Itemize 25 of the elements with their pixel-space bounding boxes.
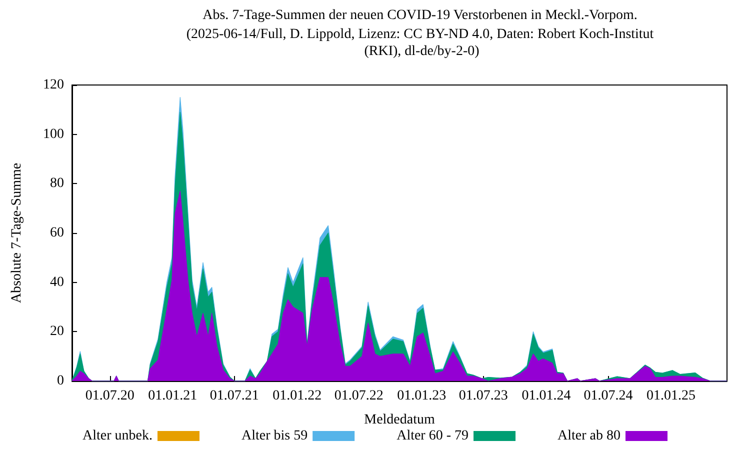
y-tick-label: 100 <box>43 126 64 142</box>
legend-label: Alter ab 80 <box>558 428 620 444</box>
chart-subtitle: (2025-06-14/Full, D. Lippold, Lizenz: CC BY-ND 4.0, Daten: Robert Koch-Institut (RKI), dl-de/by-2-0) <box>186 27 654 59</box>
x-tick-label: 01.07.22 <box>334 388 384 404</box>
y-tick-label: 80 <box>50 176 64 192</box>
x-tick-label: 01.01.23 <box>397 388 446 404</box>
x-tick-label: 01.01.22 <box>272 388 322 404</box>
legend-label: Alter bis 59 <box>241 428 308 444</box>
x-tick-label: 01.07.24 <box>584 388 633 404</box>
chart-title: Abs. 7-Tage-Summen der neuen COVID-19 Verstorbenen in Meckl.-Vorpom. <box>202 8 638 23</box>
legend-label: Alter unbek. <box>82 428 152 444</box>
y-tick-label: 60 <box>50 226 64 240</box>
y-tick-label: 0 <box>57 374 64 388</box>
y-axis-title: Absolute 7-Tage-Summe <box>10 162 24 304</box>
x-tick-label: 01.07.23 <box>458 388 508 404</box>
x-tick-label: 01.07.20 <box>85 388 134 404</box>
y-tick-label: 120 <box>43 78 64 92</box>
x-tick-label: 01.07.21 <box>210 388 259 404</box>
legend-label: Alter 60 - 79 <box>396 428 469 444</box>
x-tick-label: 01.01.21 <box>148 388 198 404</box>
x-tick-label: 01.01.25 <box>646 388 696 404</box>
y-tick-label: 20 <box>50 324 64 340</box>
x-tick-label: 01.01.24 <box>522 388 571 404</box>
y-tick-label: 40 <box>50 274 64 290</box>
x-axis-title: Meldedatum <box>364 412 435 428</box>
